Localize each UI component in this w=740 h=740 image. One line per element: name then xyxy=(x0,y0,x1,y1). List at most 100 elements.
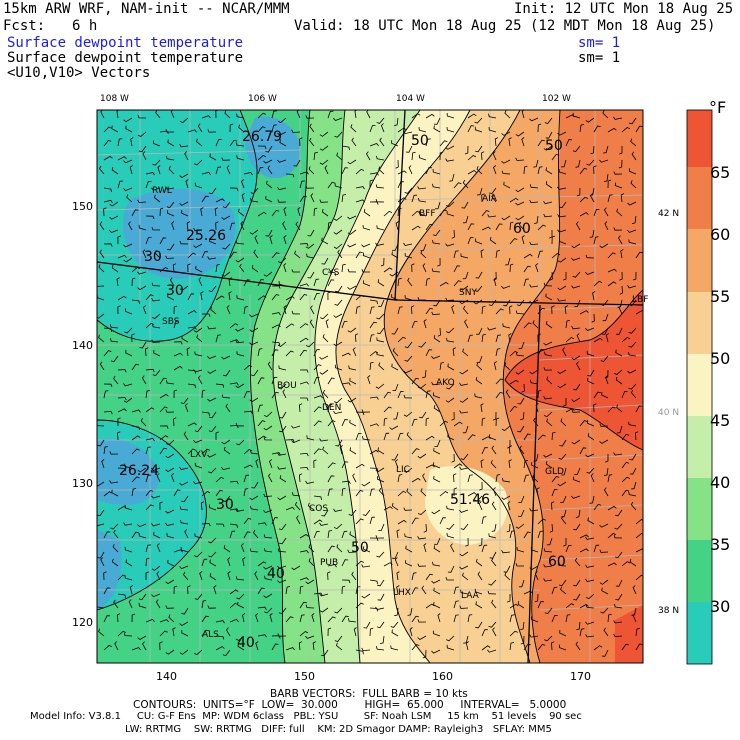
wind-barb xyxy=(166,380,175,385)
wind-barb xyxy=(215,198,225,203)
wind-barb xyxy=(117,235,121,245)
wind-barb xyxy=(361,243,371,248)
wind-barb xyxy=(257,561,267,567)
wind-barb xyxy=(395,221,399,231)
wind-barb xyxy=(229,251,237,259)
wind-barb xyxy=(515,310,525,315)
wind-barb xyxy=(474,126,483,133)
wind-barb xyxy=(193,439,203,444)
wind-barb xyxy=(239,263,245,273)
wind-barb xyxy=(297,207,301,217)
wind-barb xyxy=(123,522,133,526)
wind-barb xyxy=(593,209,600,217)
wind-barb xyxy=(551,586,558,595)
wind-barb xyxy=(243,364,253,371)
wind-barb xyxy=(153,349,161,357)
wind-barb xyxy=(407,607,413,616)
wind-barb xyxy=(165,605,175,609)
wind-barb xyxy=(123,243,133,248)
wind-barb xyxy=(378,487,385,497)
wind-barb xyxy=(565,337,575,343)
wind-barb xyxy=(325,319,329,329)
wind-barb xyxy=(423,543,427,553)
wind-barb xyxy=(269,613,273,623)
wind-barb xyxy=(117,305,121,315)
wind-barb xyxy=(229,222,235,231)
contour-label: 30 xyxy=(166,283,184,299)
wind-barb xyxy=(575,159,581,168)
wind-barb xyxy=(201,600,207,609)
wind-barb xyxy=(375,606,385,610)
wind-barb xyxy=(529,184,539,189)
wind-barb xyxy=(327,564,337,568)
wind-barb xyxy=(630,180,637,189)
forecast-hours: 6 h xyxy=(72,18,98,34)
wind-barb xyxy=(503,299,511,307)
wind-barb xyxy=(169,277,175,287)
wind-barb xyxy=(327,110,334,119)
wind-barb xyxy=(488,621,497,628)
wind-barb xyxy=(137,523,147,528)
wind-barb xyxy=(488,113,497,119)
wind-barb xyxy=(313,420,322,427)
wind-barb xyxy=(453,182,462,189)
wind-barb xyxy=(110,523,119,530)
wind-barb xyxy=(229,480,239,485)
wind-barb xyxy=(179,117,189,124)
wind-barb xyxy=(350,124,357,133)
wind-barb xyxy=(257,606,267,610)
wind-barb xyxy=(543,564,553,568)
wind-barb xyxy=(165,509,175,514)
wind-barb xyxy=(277,452,287,456)
wind-barb xyxy=(322,446,329,455)
wind-barb xyxy=(383,391,391,399)
wind-barb xyxy=(257,112,266,119)
wind-barb xyxy=(446,383,455,390)
wind-barb xyxy=(305,115,315,119)
wind-barb xyxy=(250,369,259,377)
wind-barb xyxy=(221,355,231,360)
station-rwl: RWL xyxy=(152,186,172,196)
colorbar-tick-35: 35 xyxy=(710,535,731,554)
wind-barb xyxy=(621,391,628,399)
vectors-label: <U10,V10> Vectors xyxy=(7,65,151,81)
wind-barb xyxy=(574,467,581,475)
wind-barb xyxy=(544,411,553,418)
wind-barb xyxy=(215,221,219,231)
wind-barb xyxy=(267,165,273,175)
wind-barb xyxy=(271,341,281,346)
wind-barb xyxy=(151,313,161,320)
wind-barb xyxy=(495,391,504,399)
wind-barb xyxy=(491,193,497,203)
wind-barb xyxy=(243,172,253,176)
wind-barb xyxy=(509,614,515,623)
wind-barb xyxy=(571,243,581,249)
wind-barb xyxy=(603,627,609,637)
wind-barb xyxy=(369,306,375,315)
wind-barb xyxy=(585,271,595,275)
wind-barb xyxy=(557,562,567,567)
wind-barb xyxy=(635,627,640,637)
wind-barb xyxy=(353,627,357,637)
wind-barb xyxy=(557,298,567,302)
wind-barb xyxy=(635,574,643,581)
wind-barb xyxy=(299,323,309,329)
wind-barb xyxy=(249,229,259,235)
wind-barb xyxy=(151,339,161,343)
wind-barb xyxy=(305,604,315,609)
wind-barb xyxy=(369,351,379,357)
wind-barb xyxy=(543,282,553,287)
wind-barb xyxy=(103,199,113,204)
wind-barb xyxy=(491,523,497,532)
wind-barb xyxy=(453,463,463,469)
wind-barb xyxy=(417,453,427,459)
y-tick-140: 140 xyxy=(72,339,93,352)
wind-barb xyxy=(579,167,588,175)
y-tick-150: 150 xyxy=(72,200,93,213)
wind-barb xyxy=(355,586,361,595)
wind-barb xyxy=(549,523,554,533)
wind-barb xyxy=(194,551,203,558)
wind-barb xyxy=(194,593,203,600)
wind-barb xyxy=(488,127,497,133)
wind-barb xyxy=(537,307,546,315)
